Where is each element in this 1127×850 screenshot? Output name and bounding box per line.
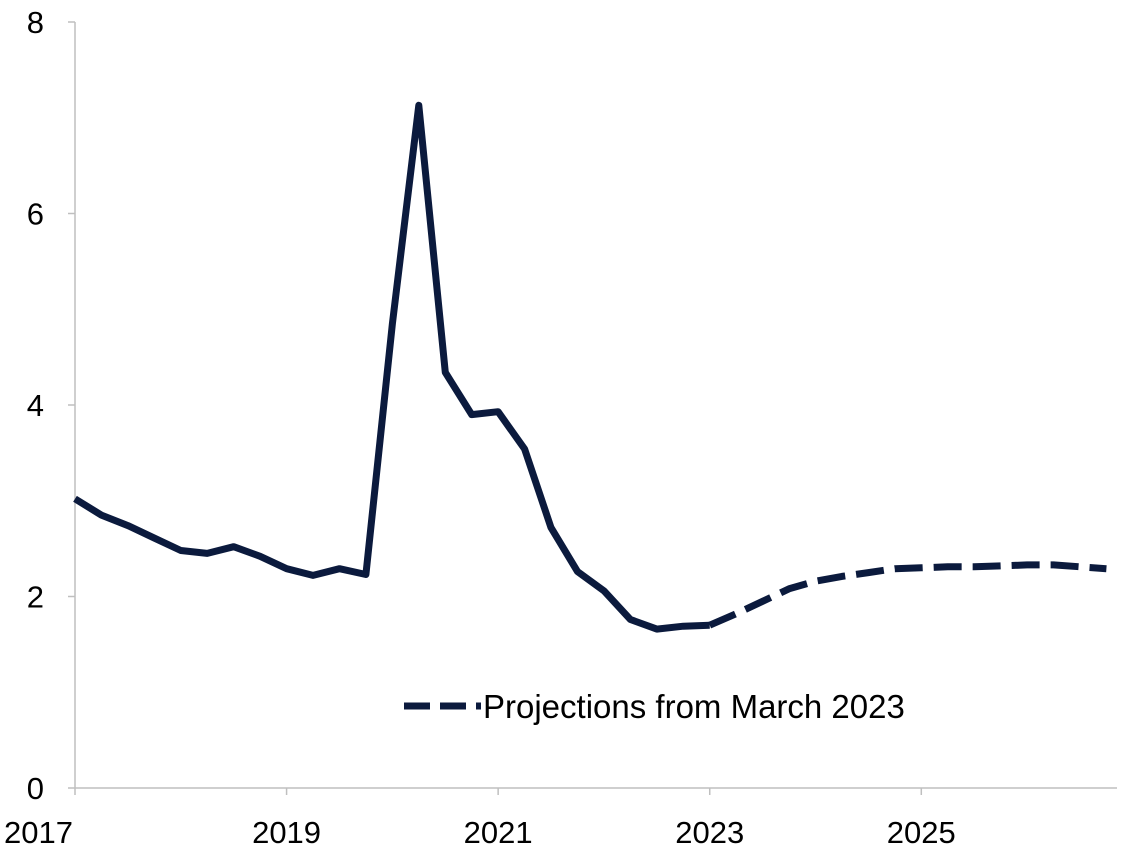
actual-series-line [73,101,710,633]
x-axis-tick-labels: 2017 2019 2021 2023 2025 [4,815,956,850]
x-tick-label: 2019 [252,815,321,850]
x-tick-label: 2021 [464,815,533,850]
y-tick-label: 2 [27,580,44,615]
y-tick-label: 4 [27,388,44,423]
y-tick-label: 8 [27,5,44,40]
y-tick-label: 0 [27,771,44,806]
legend: Projections from March 2023 [404,688,905,725]
y-tick-label: 6 [27,197,44,232]
x-tick-label: 2023 [675,815,744,850]
y-axis-tick-labels: 0 2 4 6 8 [27,5,44,806]
projection-series-line [708,561,1107,629]
legend-label: Projections from March 2023 [483,688,905,725]
axes [68,21,1117,795]
series-layer [73,101,1107,633]
x-tick-label: 2025 [887,815,956,850]
x-tick-label: 2017 [4,815,73,850]
